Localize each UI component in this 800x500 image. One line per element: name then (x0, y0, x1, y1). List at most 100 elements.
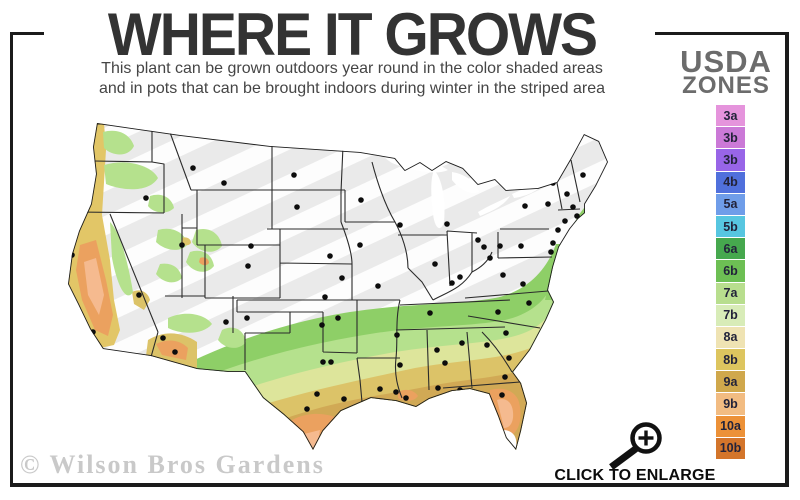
city-dot (570, 204, 576, 210)
magnifier-plus-icon[interactable] (600, 412, 675, 472)
city-dot (69, 252, 75, 258)
city-dot (221, 180, 227, 186)
city-dot (435, 385, 441, 391)
city-dot (339, 275, 345, 281)
legend-zone-label: 6a (723, 241, 738, 256)
city-dot (291, 172, 297, 178)
legend-zone-3b: 3b (716, 127, 745, 149)
city-dot (375, 283, 381, 289)
city-dot (518, 243, 524, 249)
legend-zone-6a: 6a (716, 238, 745, 260)
legend-zone-label: 10b (719, 441, 742, 456)
legend-zone-label: 3b (723, 130, 738, 145)
city-dot (550, 240, 556, 246)
city-dot (327, 253, 333, 259)
legend-zone-3a: 3a (716, 105, 745, 127)
legend-zone-4b: 4b (716, 171, 745, 193)
legend-zone-label: 6b (723, 263, 738, 278)
city-dot (244, 315, 250, 321)
city-dot (484, 342, 490, 348)
legend-zone-label: 5a (723, 197, 738, 212)
mountain-green-patches (103, 130, 246, 348)
legend-zone-9b: 9b (716, 393, 745, 415)
click-to-enlarge-label[interactable]: CLICK TO ENLARGE (554, 467, 716, 484)
city-dot (357, 242, 363, 248)
city-dot (245, 263, 251, 269)
city-dot (90, 329, 96, 335)
city-dots (69, 163, 586, 418)
legend-zone-3b: 3b (716, 149, 745, 171)
legend-zone-10b: 10b (716, 437, 745, 459)
city-dot (457, 387, 463, 393)
legend-zone-label: 7b (723, 308, 738, 323)
legend-zone-8b: 8b (716, 349, 745, 371)
frame-right-edge (785, 32, 789, 486)
city-dot (574, 213, 580, 219)
legend-title-usda: USDA (680, 44, 772, 79)
legend-zone-label: 8b (723, 352, 738, 367)
city-dot (490, 412, 496, 418)
city-dot (580, 172, 586, 178)
city-dot (358, 197, 364, 203)
city-dot (397, 222, 403, 228)
city-dot (328, 359, 334, 365)
city-dot (403, 395, 409, 401)
city-dot (172, 349, 178, 355)
usda-zones-legend: 3a 3b 3b 4b 5a 5b 6a 6b 7a 7b 8a 8b 9a 9b 10a 10b (716, 105, 745, 460)
city-dot (86, 163, 92, 169)
city-dot (555, 227, 561, 233)
city-dot (499, 392, 505, 398)
city-dot (393, 389, 399, 395)
city-dot (304, 406, 310, 412)
city-dot (320, 359, 326, 365)
legend-zone-10a: 10a (716, 415, 745, 437)
city-dot (294, 204, 300, 210)
city-dot (335, 315, 341, 321)
city-dot (495, 309, 501, 315)
city-dot (432, 261, 438, 267)
city-dot (457, 274, 463, 280)
city-dot (190, 165, 196, 171)
legend-zone-8a: 8a (716, 326, 745, 349)
city-dot (564, 191, 570, 197)
city-dot (475, 237, 481, 243)
city-dot (179, 242, 185, 248)
city-dot (520, 281, 526, 287)
city-dot (248, 243, 254, 249)
city-dot (442, 360, 448, 366)
city-dot (427, 310, 433, 316)
legend-zone-label: 8a (723, 330, 738, 345)
city-dot (449, 280, 455, 286)
legend-zone-label: 7a (723, 286, 738, 301)
subtitle-line-1: This plant can be grown outdoors year ro… (101, 60, 603, 77)
legend-zone-9a: 9a (716, 371, 745, 393)
legend-zone-label: 10a (720, 419, 741, 434)
city-dot (444, 221, 450, 227)
city-dot (223, 319, 229, 325)
city-dot (434, 347, 440, 353)
city-dot (548, 249, 554, 255)
watermark: © Wilson Bros Gardens (20, 450, 325, 479)
city-dot (550, 180, 556, 186)
city-dot (394, 332, 400, 338)
city-dot (136, 292, 142, 298)
frame-left-edge (10, 32, 13, 486)
subtitle-line-2: and in pots that can be brought indoors … (98, 80, 606, 97)
frame-top-left-segment (10, 32, 44, 35)
legend-zone-5a: 5a (716, 193, 745, 215)
city-dot (562, 218, 568, 224)
city-dot (319, 322, 325, 328)
city-dot (503, 330, 509, 336)
city-dot (322, 294, 328, 300)
city-dot (487, 255, 493, 261)
zone-blob-peach-florida (497, 399, 514, 428)
city-dot (497, 243, 503, 249)
city-dot (314, 391, 320, 397)
city-dot (397, 362, 403, 368)
arizona-orange (156, 340, 188, 360)
city-dot (143, 195, 149, 201)
legend-zone-6b: 6b (716, 260, 745, 282)
legend-zone-7a: 7a (716, 282, 745, 304)
city-dot (481, 244, 487, 250)
